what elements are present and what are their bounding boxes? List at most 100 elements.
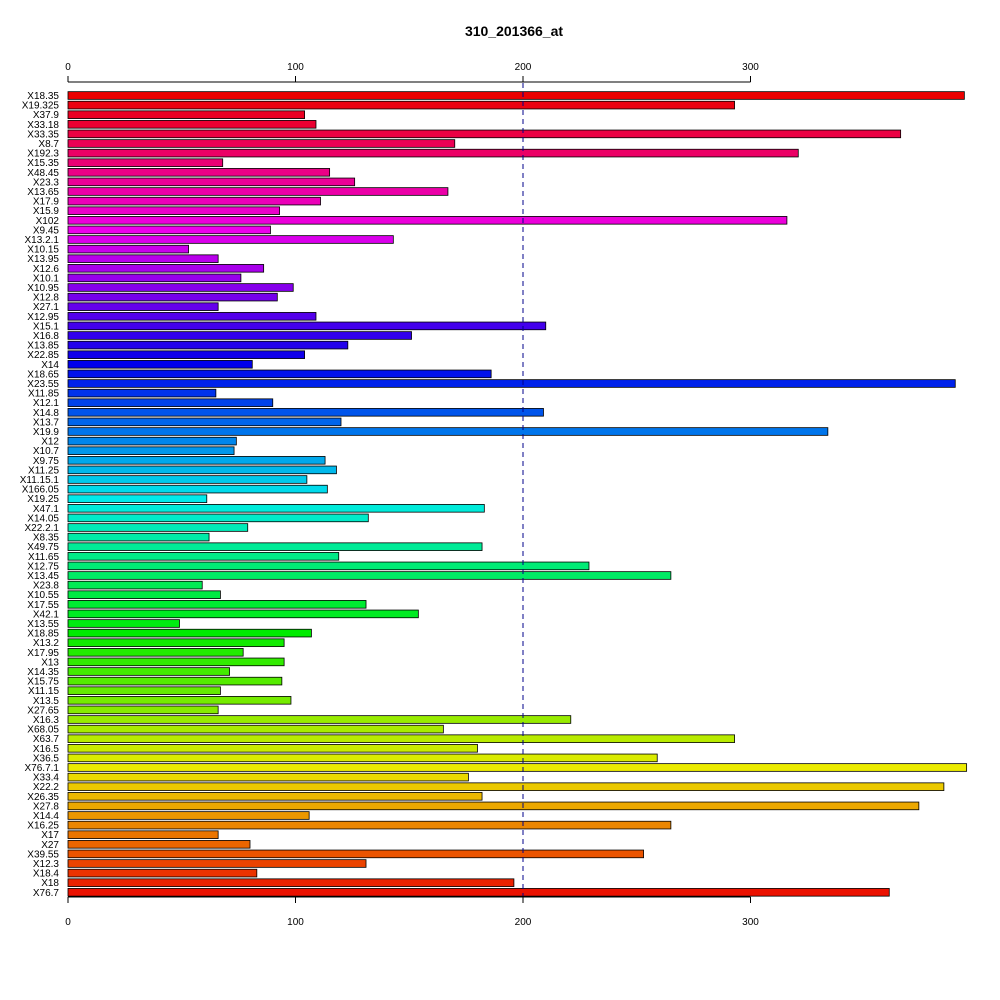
category-labels: X18.35X19.325X37.9X33.18X33.35X8.7X192.3… — [20, 91, 60, 899]
bar — [67, 628, 312, 638]
bar — [67, 465, 337, 475]
bar — [67, 369, 492, 379]
category-label: X15.1 — [33, 321, 60, 332]
category-label: X12.95 — [27, 312, 59, 323]
category-label: X13 — [41, 657, 59, 668]
tick-label: 300 — [742, 62, 759, 73]
bar — [67, 244, 189, 254]
category-label: X18.4 — [33, 869, 60, 880]
category-label: X15.35 — [27, 158, 59, 169]
bar — [67, 264, 265, 273]
category-label: X16.3 — [33, 715, 60, 726]
bar — [67, 436, 237, 446]
bar — [67, 532, 210, 542]
category-label: X14.35 — [27, 667, 59, 678]
bar — [67, 523, 249, 532]
category-label: X10.15 — [27, 245, 59, 256]
category-label: X12 — [41, 437, 59, 448]
category-label: X23.3 — [33, 177, 60, 188]
bar — [67, 417, 342, 427]
category-label: X47.1 — [33, 504, 60, 515]
tick-label: 200 — [515, 62, 532, 73]
bar — [67, 283, 294, 292]
category-label: X27 — [41, 840, 59, 851]
bar — [67, 292, 278, 302]
bar — [67, 676, 283, 686]
bar — [67, 705, 219, 715]
category-label: X14 — [41, 360, 59, 371]
category-label: X15.75 — [27, 677, 59, 688]
bar — [67, 830, 219, 839]
tick-label: 0 — [65, 62, 71, 73]
category-label: X42.1 — [33, 609, 60, 620]
bar — [67, 120, 317, 129]
bar — [67, 513, 369, 523]
bar — [67, 340, 349, 350]
bar — [67, 187, 449, 196]
category-label: X12.8 — [33, 293, 60, 304]
category-label: X10.95 — [27, 283, 59, 294]
bar — [67, 100, 735, 110]
bar — [67, 542, 483, 551]
category-label: X22.2 — [33, 782, 60, 793]
bar — [67, 225, 271, 235]
bar — [67, 350, 306, 359]
category-label: X63.7 — [33, 734, 60, 745]
bar — [67, 139, 456, 148]
bar — [67, 600, 367, 609]
category-label: X15.9 — [33, 206, 60, 217]
category-label: X23.8 — [33, 581, 60, 592]
category-label: X49.75 — [27, 542, 59, 553]
bar — [67, 801, 920, 811]
bar — [67, 820, 672, 830]
category-label: X14.8 — [33, 408, 60, 419]
category-label: X16.8 — [33, 331, 60, 342]
category-label: X13.65 — [27, 187, 59, 198]
category-label: X26.35 — [27, 792, 59, 803]
bar — [67, 609, 419, 619]
tick-label: 100 — [287, 917, 304, 928]
category-label: X8.7 — [38, 139, 59, 150]
category-label: X9.45 — [33, 225, 60, 236]
bar — [67, 235, 394, 244]
category-label: X37.9 — [33, 110, 60, 121]
category-label: X13.85 — [27, 341, 59, 352]
bar — [67, 686, 221, 695]
chart-title: 310_201366_at — [465, 23, 563, 39]
bar — [67, 360, 253, 369]
bar — [67, 456, 326, 465]
bar — [67, 715, 572, 724]
bar — [67, 724, 444, 734]
bar — [67, 561, 590, 571]
category-label: X17.95 — [27, 648, 59, 659]
category-label: X33.4 — [33, 773, 60, 784]
category-label: X23.55 — [27, 379, 59, 390]
category-label: X18.35 — [27, 91, 59, 102]
category-label: X19.25 — [27, 494, 59, 505]
category-label: X13.45 — [27, 571, 59, 582]
bar — [67, 148, 799, 158]
category-label: X16.5 — [33, 744, 60, 755]
category-label: X166.05 — [22, 485, 60, 496]
category-label: X11.65 — [28, 552, 59, 563]
bar — [67, 398, 274, 407]
bar — [67, 302, 219, 311]
tick-label: 0 — [65, 917, 71, 928]
category-label: X11.25 — [28, 465, 59, 476]
category-label: X68.05 — [27, 725, 59, 736]
category-label: X27.8 — [33, 801, 60, 812]
tick-label: 100 — [287, 62, 304, 73]
category-label: X17.9 — [33, 197, 60, 208]
bar — [67, 859, 367, 868]
bar — [67, 763, 968, 772]
category-label: X33.35 — [27, 129, 59, 140]
category-label: X14.05 — [27, 513, 59, 524]
category-label: X102 — [36, 216, 60, 227]
category-label: X76.7 — [33, 888, 60, 899]
category-label: X17 — [41, 830, 59, 841]
bar — [67, 657, 285, 667]
bar — [67, 206, 280, 215]
category-label: X11.15 — [28, 686, 59, 697]
category-label: X11.15.1 — [20, 475, 60, 486]
